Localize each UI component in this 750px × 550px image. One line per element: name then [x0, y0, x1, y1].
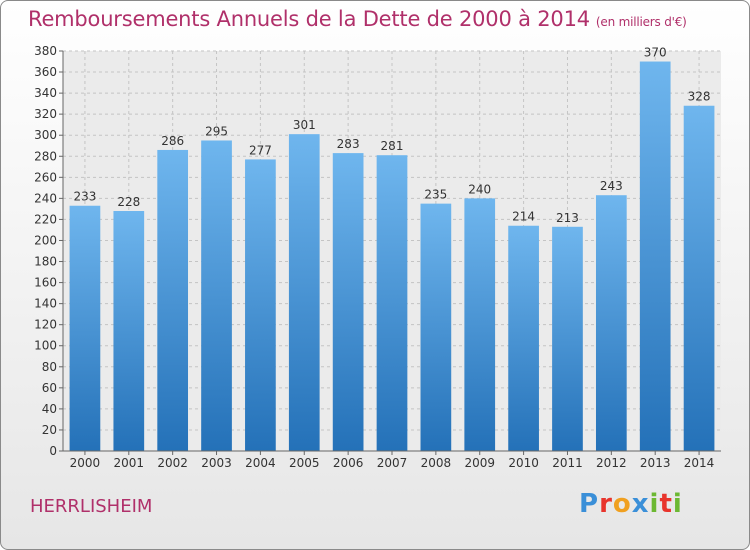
- chart-subtitle: (en milliers d'€): [595, 15, 687, 29]
- y-tick-label: 0: [49, 444, 57, 458]
- y-tick-label: 140: [34, 297, 57, 311]
- y-tick-label: 20: [42, 423, 57, 437]
- proxiti-logo: Proxiti: [579, 489, 683, 519]
- x-tick-label-2007: 2007: [377, 456, 408, 470]
- y-tick-label: 40: [42, 402, 57, 416]
- y-tick-label: 160: [34, 276, 57, 290]
- data-label-2006: 283: [337, 137, 360, 151]
- x-tick-label-2003: 2003: [201, 456, 232, 470]
- y-tick-label: 80: [42, 360, 57, 374]
- y-tick-label: 220: [34, 212, 57, 226]
- data-label-2010: 214: [512, 210, 535, 224]
- bar-2011: [552, 226, 583, 451]
- bar-2007: [376, 155, 408, 452]
- y-tick-label: 200: [34, 233, 57, 247]
- y-tick-label: 280: [34, 149, 57, 163]
- x-tick-label-2011: 2011: [552, 456, 583, 470]
- chart-title-text: Remboursements Annuels de la Dette de 20…: [28, 7, 590, 31]
- logo-letter: P: [579, 489, 600, 519]
- bar-2005: [288, 134, 320, 451]
- y-tick-label: 320: [34, 107, 57, 121]
- y-tick-label: 120: [34, 318, 57, 332]
- bar-2000: [69, 205, 101, 451]
- logo-letter: x: [631, 489, 650, 519]
- x-tick-label-2009: 2009: [464, 456, 495, 470]
- chart-title: Remboursements Annuels de la Dette de 20…: [28, 7, 687, 31]
- bar-2009: [464, 198, 496, 451]
- x-tick-label-2006: 2006: [333, 456, 364, 470]
- y-tick-label: 300: [34, 128, 57, 142]
- x-tick-label-2012: 2012: [596, 456, 627, 470]
- place-name: HERRLISHEIM: [30, 496, 153, 517]
- data-label-2003: 295: [205, 124, 228, 138]
- logo-letter: r: [599, 489, 613, 519]
- bar-2014: [683, 105, 715, 451]
- bar-2001: [113, 211, 145, 451]
- x-tick-label-2005: 2005: [289, 456, 320, 470]
- data-label-2000: 233: [73, 190, 96, 204]
- x-tick-label-2001: 2001: [114, 456, 145, 470]
- y-tick-label: 60: [42, 381, 57, 395]
- x-tick-label-2010: 2010: [508, 456, 539, 470]
- bar-2010: [508, 225, 539, 451]
- logo-letter: i: [672, 489, 683, 519]
- data-label-2004: 277: [249, 143, 272, 157]
- data-label-2005: 301: [293, 118, 316, 132]
- y-tick-label: 340: [34, 86, 57, 100]
- y-tick-label: 360: [34, 65, 57, 79]
- data-label-2009: 240: [468, 182, 491, 196]
- bar-2012: [595, 195, 627, 451]
- x-tick-label-2014: 2014: [684, 456, 715, 470]
- x-tick-label-2000: 2000: [70, 456, 101, 470]
- data-label-2002: 286: [161, 134, 184, 148]
- bar-2008: [420, 203, 452, 451]
- y-tick-label: 380: [34, 44, 57, 58]
- data-label-2007: 281: [381, 139, 404, 153]
- x-tick-label-2008: 2008: [421, 456, 452, 470]
- bar-2002: [157, 149, 189, 451]
- bar-2006: [332, 153, 364, 451]
- y-tick-label: 240: [34, 191, 57, 205]
- data-label-2011: 213: [556, 211, 579, 225]
- data-label-2008: 235: [424, 188, 447, 202]
- data-label-2001: 228: [117, 195, 140, 209]
- y-tick-label: 180: [34, 255, 57, 269]
- bar-2004: [245, 159, 276, 451]
- data-label-2013: 370: [644, 46, 667, 60]
- logo-letter: o: [612, 489, 632, 519]
- y-tick-label: 260: [34, 170, 57, 184]
- data-label-2014: 328: [688, 90, 711, 104]
- x-tick-label-2002: 2002: [157, 456, 188, 470]
- x-tick-label-2004: 2004: [245, 456, 276, 470]
- bar-2013: [639, 61, 671, 452]
- data-label-2012: 243: [600, 179, 623, 193]
- bar-2003: [201, 140, 232, 451]
- logo-letter: i: [649, 489, 660, 519]
- y-tick-label: 100: [34, 339, 57, 353]
- x-tick-label-2013: 2013: [640, 456, 671, 470]
- logo-letter: t: [659, 489, 673, 519]
